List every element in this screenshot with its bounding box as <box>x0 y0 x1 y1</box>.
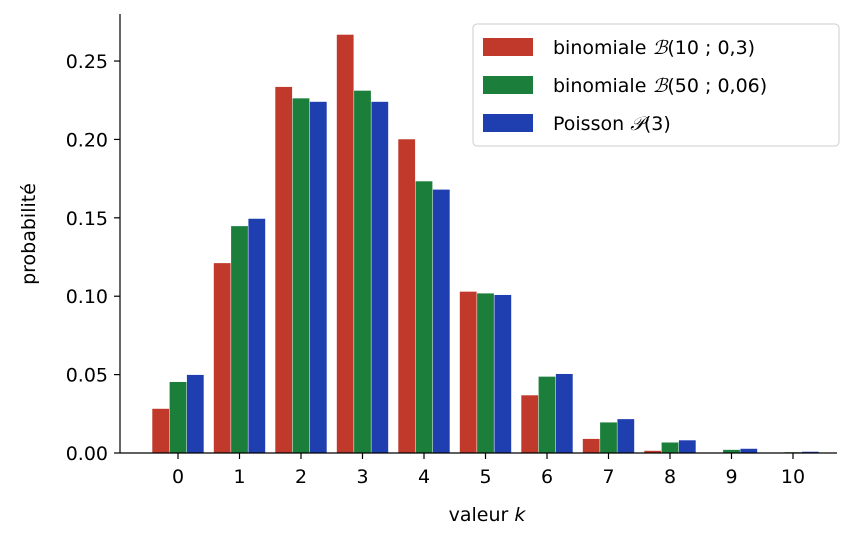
bar-series-3-k2 <box>309 101 327 454</box>
y-tick-label: 0.05 <box>66 365 108 387</box>
x-tick-label: 2 <box>295 466 307 488</box>
x-tick-label: 8 <box>664 466 676 488</box>
y-tick-label: 0.00 <box>66 443 108 465</box>
x-tick-label: 9 <box>725 466 737 488</box>
bar-series-3-k10 <box>801 451 819 453</box>
x-tick-label: 3 <box>356 466 368 488</box>
bar-series-3-k9 <box>740 448 758 453</box>
bar-series-1-k0 <box>152 408 170 453</box>
legend-label-3: Poisson 𝒫(3) <box>553 113 671 135</box>
x-tick-label: 4 <box>418 466 430 488</box>
bar-series-2-k8 <box>661 442 679 453</box>
bar-series-1-k7 <box>582 438 600 453</box>
bar-series-3-k0 <box>186 374 204 453</box>
bar-series-1-k2 <box>275 86 293 453</box>
x-tick-label: 5 <box>479 466 491 488</box>
y-tick-label: 0.15 <box>66 208 108 230</box>
bar-series-2-k2 <box>292 98 310 453</box>
bar-series-2-k5 <box>477 293 494 453</box>
bars-layer <box>152 34 819 454</box>
y-tick-label: 0.25 <box>66 51 108 73</box>
y-axis-label: probabilité <box>18 183 40 285</box>
bar-series-2-k9 <box>723 449 740 453</box>
bar-series-2-k7 <box>600 422 617 453</box>
ticks-layer: 0 1 2 3 4 5 6 7 8 9 10 0.00 0.05 0.10 0.15 0.20 0.25 <box>66 51 805 488</box>
legend-frame <box>472 23 840 147</box>
bar-series-3-k4 <box>432 189 450 453</box>
y-tick-label: 0.10 <box>66 286 108 308</box>
x-tick-label: 6 <box>541 466 553 488</box>
bar-series-2-k3 <box>354 90 371 454</box>
x-tick-label: 1 <box>233 466 245 488</box>
bar-series-3-k6 <box>555 373 573 453</box>
bar-series-2-k4 <box>415 181 433 454</box>
bar-series-3-k8 <box>678 440 696 453</box>
bar-series-3-k7 <box>617 419 635 453</box>
x-tick-label: 10 <box>781 466 805 488</box>
bar-series-2-k0 <box>169 381 187 453</box>
bar-series-1-k1 <box>213 263 231 453</box>
bar-series-3-k5 <box>494 294 512 453</box>
legend-label-1: binomiale ℬ(10 ; 0,3) <box>553 37 755 59</box>
bar-series-1-k5 <box>459 291 477 453</box>
legend: binomiale ℬ(10 ; 0,3) binomiale ℬ(50 ; 0,… <box>472 23 840 147</box>
bar-series-2-k6 <box>538 376 556 453</box>
bar-series-1-k8 <box>644 450 662 453</box>
legend-label-2: binomiale ℬ(50 ; 0,06) <box>553 75 767 97</box>
x-tick-label: 7 <box>602 466 614 488</box>
bar-series-3-k1 <box>248 218 266 453</box>
legend-swatch-3 <box>483 114 533 132</box>
legend-swatch-1 <box>483 38 533 56</box>
x-tick-label: 0 <box>172 466 184 488</box>
y-tick-label: 0.20 <box>66 129 108 151</box>
bar-series-1-k4 <box>398 139 416 453</box>
legend-swatch-2 <box>483 76 533 94</box>
bar-series-1-k3 <box>336 34 354 453</box>
bar-series-3-k3 <box>371 101 389 454</box>
bar-series-2-k1 <box>231 226 248 453</box>
bar-series-1-k6 <box>521 395 539 453</box>
x-axis-label: valeur k <box>449 504 527 526</box>
